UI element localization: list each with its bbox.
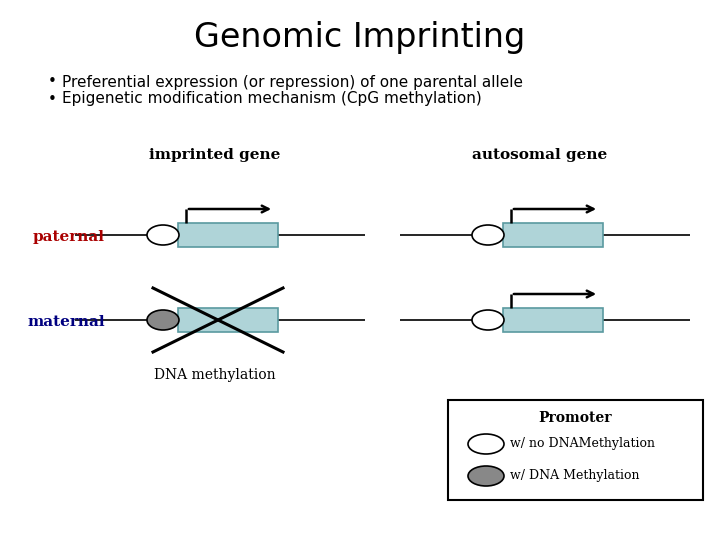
Text: Genomic Imprinting: Genomic Imprinting — [194, 22, 526, 55]
Ellipse shape — [468, 434, 504, 454]
Bar — [503, 308, 603, 332]
Ellipse shape — [147, 310, 179, 330]
Ellipse shape — [147, 225, 179, 245]
Text: imprinted gene: imprinted gene — [149, 148, 281, 162]
Text: Preferential expression (or repression) of one parental allele: Preferential expression (or repression) … — [62, 75, 523, 90]
Bar — [178, 308, 278, 332]
Text: DNA methylation: DNA methylation — [154, 368, 276, 382]
Text: maternal: maternal — [27, 315, 105, 329]
Bar — [448, 400, 703, 500]
Bar — [503, 223, 603, 247]
Text: w/ DNA Methylation: w/ DNA Methylation — [510, 469, 639, 483]
Text: •: • — [48, 75, 57, 90]
Text: •: • — [48, 91, 57, 106]
Text: autosomal gene: autosomal gene — [472, 148, 608, 162]
Ellipse shape — [468, 466, 504, 486]
Text: Epigenetic modification mechanism (CpG methylation): Epigenetic modification mechanism (CpG m… — [62, 91, 482, 106]
Bar — [178, 223, 278, 247]
Text: Promoter: Promoter — [539, 411, 612, 425]
Text: w/ no DNAMethylation: w/ no DNAMethylation — [510, 437, 655, 450]
Ellipse shape — [472, 225, 504, 245]
Ellipse shape — [472, 310, 504, 330]
Text: paternal: paternal — [33, 230, 105, 244]
